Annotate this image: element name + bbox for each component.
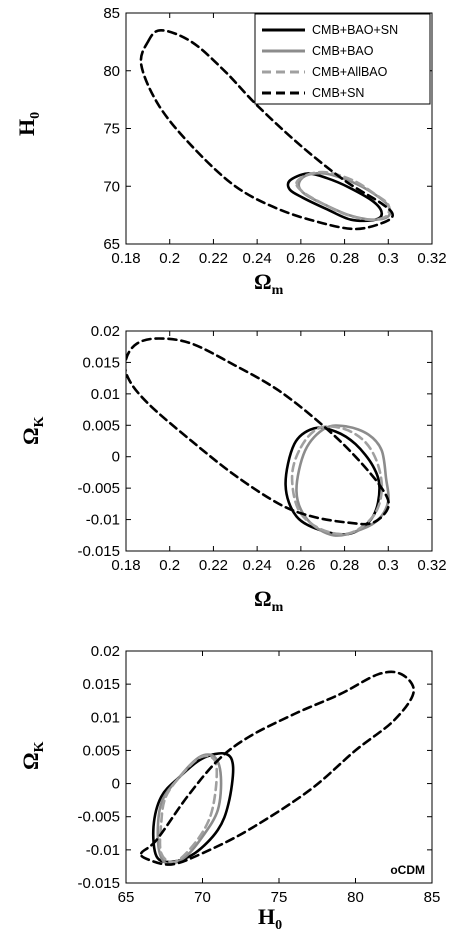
x-tick-label: 0.24 — [243, 557, 272, 574]
x-tick-label: 0.22 — [199, 557, 228, 574]
panel-omega-m-vs-omega-k: 0.18 0.2 0.22 0.24 0.26 0.28 0.3 0.32 -0.015 -0.0… — [18, 323, 447, 615]
y-tick-label: 0 — [112, 776, 120, 793]
x-tick-label: 0.32 — [417, 557, 446, 574]
y-tick-label: 0.02 — [91, 323, 120, 340]
legend-label-cmb-bao-sn: CMB+BAO+SN — [312, 23, 398, 37]
contour-cmb-allbao — [158, 754, 219, 864]
plot-frame — [125, 650, 433, 884]
x-tick-label: 75 — [271, 889, 288, 906]
x-tick-label: 80 — [347, 889, 364, 906]
y-tick-label: 0.02 — [91, 643, 120, 660]
contour-cmb-sn — [126, 337, 390, 526]
x-tick-label: 70 — [194, 889, 211, 906]
x-tick-label: 0.28 — [330, 250, 359, 267]
legend-label-cmb-bao: CMB+BAO — [312, 44, 374, 58]
panel-h0-vs-omega-k: 65 70 75 80 85 -0.015 -0.01 -0.005 0 0.005 0.01 0.0… — [18, 643, 440, 933]
y-tick-label: -0.005 — [77, 480, 120, 497]
x-tick-label: 0.26 — [286, 557, 315, 574]
y-tick-label: 65 — [103, 236, 120, 253]
x-tick-label: 0.32 — [417, 250, 446, 267]
x-tick-label: 0.18 — [111, 557, 140, 574]
y-tick-label: 0.005 — [82, 417, 120, 434]
x-tick-label: 0.24 — [243, 250, 272, 267]
y-axis-label: ΩK — [18, 416, 47, 445]
y-tick-label: 70 — [103, 178, 120, 195]
x-tick-label: 0.22 — [199, 250, 228, 267]
y-tick-label: 0 — [112, 449, 120, 466]
x-axis-label: Ωm — [254, 586, 284, 615]
x-tick-label: 0.26 — [286, 250, 315, 267]
contour-cmb-bao-sn — [286, 172, 384, 223]
y-tick-label: 0.005 — [82, 742, 120, 759]
panel-omega-m-vs-h0: 0.18 0.2 0.22 0.24 0.26 0.28 0.3 0.32 65 70 75 80 85… — [14, 5, 447, 298]
contour-cmb-allbao — [290, 425, 384, 536]
legend: CMB+BAO+SN CMB+BAO CMB+AllBAO CMB+SN — [254, 13, 431, 105]
y-axis-label: H0 — [14, 112, 43, 136]
x-axis-label: Ωm — [254, 269, 284, 298]
y-axis-label: ΩK — [18, 741, 47, 770]
legend-label-cmb-allbao: CMB+AllBAO — [312, 65, 388, 79]
contour-cmb-sn — [139, 29, 394, 231]
model-annotation: oCDM — [390, 863, 425, 877]
x-axis-label: H0 — [258, 904, 282, 933]
y-tick-label: -0.015 — [77, 875, 120, 892]
y-tick-label: -0.01 — [86, 512, 120, 529]
legend-label-cmb-sn: CMB+SN — [312, 86, 364, 100]
contour-cmb-bao-sn — [151, 751, 235, 864]
x-tick-label: 0.18 — [111, 250, 140, 267]
x-tick-label: 0.2 — [159, 557, 180, 574]
x-tick-label: 65 — [118, 889, 135, 906]
y-tick-label: 85 — [103, 5, 120, 22]
y-tick-label: 0.015 — [82, 676, 120, 693]
y-tick-label: 0.01 — [91, 709, 120, 726]
y-tick-label: -0.01 — [86, 842, 120, 859]
y-tick-label: 75 — [103, 121, 120, 138]
x-tick-label: 0.3 — [378, 250, 399, 267]
x-tick-label: 85 — [424, 889, 441, 906]
y-tick-label: -0.005 — [77, 809, 120, 826]
contour-cmb-bao-sn — [284, 426, 381, 536]
y-tick-label: 80 — [103, 63, 120, 80]
x-tick-label: 0.28 — [330, 557, 359, 574]
x-tick-label: 0.2 — [159, 250, 180, 267]
plot-frame — [125, 330, 433, 552]
y-tick-label: 0.015 — [82, 354, 120, 371]
y-tick-label: -0.015 — [77, 543, 120, 560]
contour-cmb-sn — [139, 670, 415, 866]
x-tick-label: 0.3 — [378, 557, 399, 574]
y-tick-label: 0.01 — [91, 386, 120, 403]
